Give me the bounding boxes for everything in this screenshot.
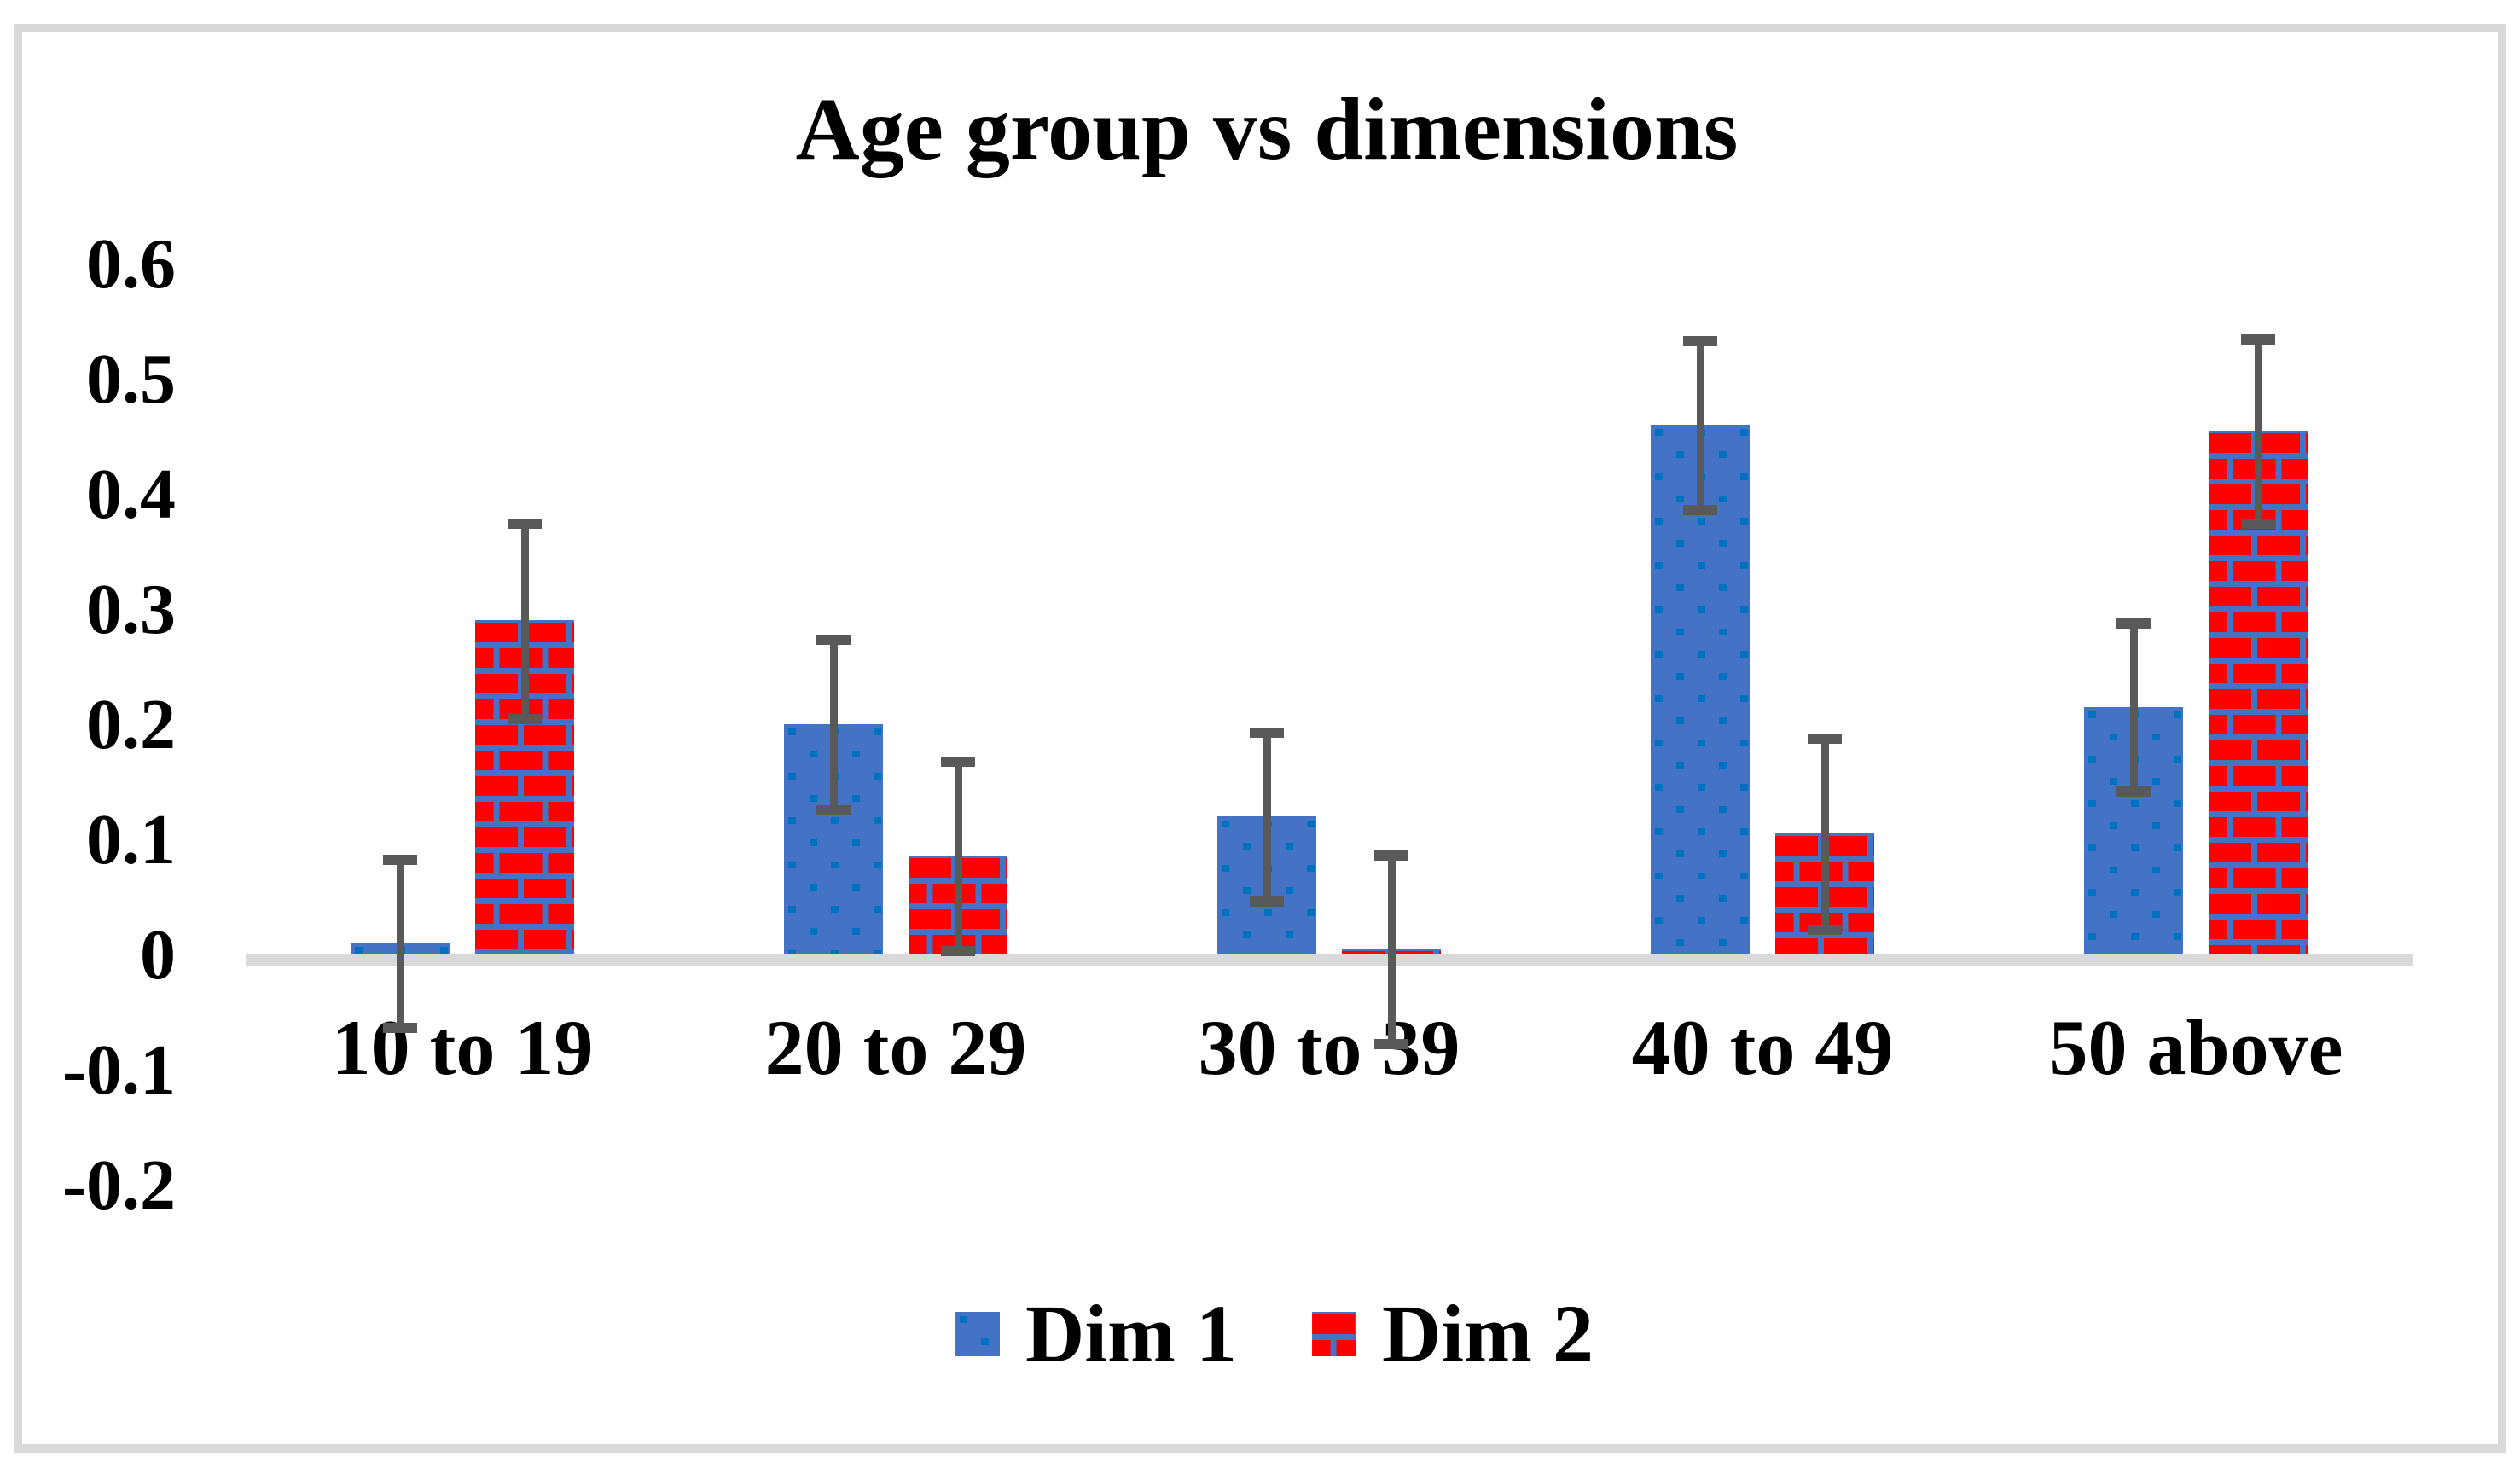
error-bar-dim-2-50-above-cap-bottom	[2241, 518, 2275, 529]
error-bar-dim-2-20-to-29-cap-bottom	[941, 945, 975, 956]
error-bar-dim-2-40-to-49-line	[1820, 739, 1829, 931]
error-bar-dim-2-30-to-39-cap-bottom	[1374, 1038, 1408, 1049]
error-bar-dim-1-50-above-cap-top	[2116, 618, 2151, 630]
error-bar-dim-2-30-to-39-line	[1387, 855, 1396, 1044]
error-bar-dim-1-30-to-39-cap-top	[1250, 728, 1284, 739]
legend-swatch-dim-1	[955, 1312, 1001, 1356]
y-axis-tick-label: -0.2	[62, 1146, 176, 1225]
error-bar-dim-1-10-to-19-cap-bottom	[383, 1023, 417, 1034]
error-bar-dim-2-40-to-49-cap-top	[1808, 734, 1842, 745]
error-bar-dim-1-50-above-cap-bottom	[2116, 786, 2151, 798]
legend-item-dim-2: Dim 2	[1312, 1293, 1594, 1375]
error-bar-dim-1-20-to-29-cap-bottom	[816, 804, 851, 815]
x-axis-line	[246, 954, 2413, 966]
x-axis-label: 10 to 19	[331, 1004, 594, 1091]
legend-swatch-dim-2	[1312, 1312, 1356, 1356]
error-bar-dim-1-20-to-29-line	[829, 640, 838, 810]
error-bar-dim-2-50-above-line	[2254, 339, 2262, 524]
y-axis-tick-label: 0.5	[86, 339, 176, 419]
error-bar-dim-2-10-to-19-cap-top	[508, 518, 542, 529]
error-bar-dim-2-10-to-19-line	[520, 523, 529, 720]
error-bar-dim-1-20-to-29-cap-top	[816, 635, 851, 646]
error-bar-dim-2-10-to-19-cap-bottom	[508, 714, 542, 725]
error-bar-dim-2-20-to-29-cap-top	[941, 757, 975, 768]
x-axis-label: 30 to 39	[1198, 1004, 1460, 1091]
legend-item-dim-1: Dim 1	[955, 1293, 1237, 1375]
error-bar-dim-2-40-to-49-cap-bottom	[1808, 925, 1842, 936]
y-axis-tick-label: 0.3	[86, 570, 176, 649]
y-axis-tick-label: 0.6	[86, 224, 176, 304]
legend: Dim 1 Dim 2	[955, 1293, 1594, 1375]
y-axis-tick-label: 0.1	[86, 800, 176, 879]
error-bar-dim-1-40-to-49-cap-top	[1683, 336, 1717, 347]
error-bar-dim-1-40-to-49-line	[1696, 341, 1704, 510]
error-bar-dim-2-50-above-cap-top	[2241, 334, 2275, 345]
error-bar-dim-1-10-to-19-line	[396, 859, 404, 1029]
legend-label-dim-2: Dim 2	[1382, 1288, 1594, 1379]
y-axis-tick-label: 0	[140, 915, 176, 995]
error-bar-dim-1-50-above-line	[2129, 624, 2138, 792]
chart-title: Age group vs dimensions	[795, 80, 1739, 178]
legend-label-dim-1: Dim 1	[1025, 1288, 1237, 1379]
error-bar-dim-2-30-to-39-cap-top	[1374, 850, 1408, 861]
error-bar-dim-1-30-to-39-line	[1263, 733, 1271, 902]
error-bar-dim-1-10-to-19-cap-top	[383, 854, 417, 865]
x-axis-label: 40 to 49	[1631, 1004, 1894, 1091]
y-axis-tick-label: 0.4	[86, 455, 176, 534]
error-bar-dim-1-30-to-39-cap-bottom	[1250, 896, 1284, 907]
y-axis-tick-label: -0.1	[62, 1030, 176, 1110]
y-axis-tick-label: 0.2	[86, 685, 176, 764]
error-bar-dim-2-20-to-29-line	[954, 762, 962, 951]
x-axis-label: 50 above	[2048, 1004, 2343, 1091]
x-axis-label: 20 to 29	[764, 1004, 1027, 1091]
error-bar-dim-1-40-to-49-cap-bottom	[1683, 504, 1717, 515]
